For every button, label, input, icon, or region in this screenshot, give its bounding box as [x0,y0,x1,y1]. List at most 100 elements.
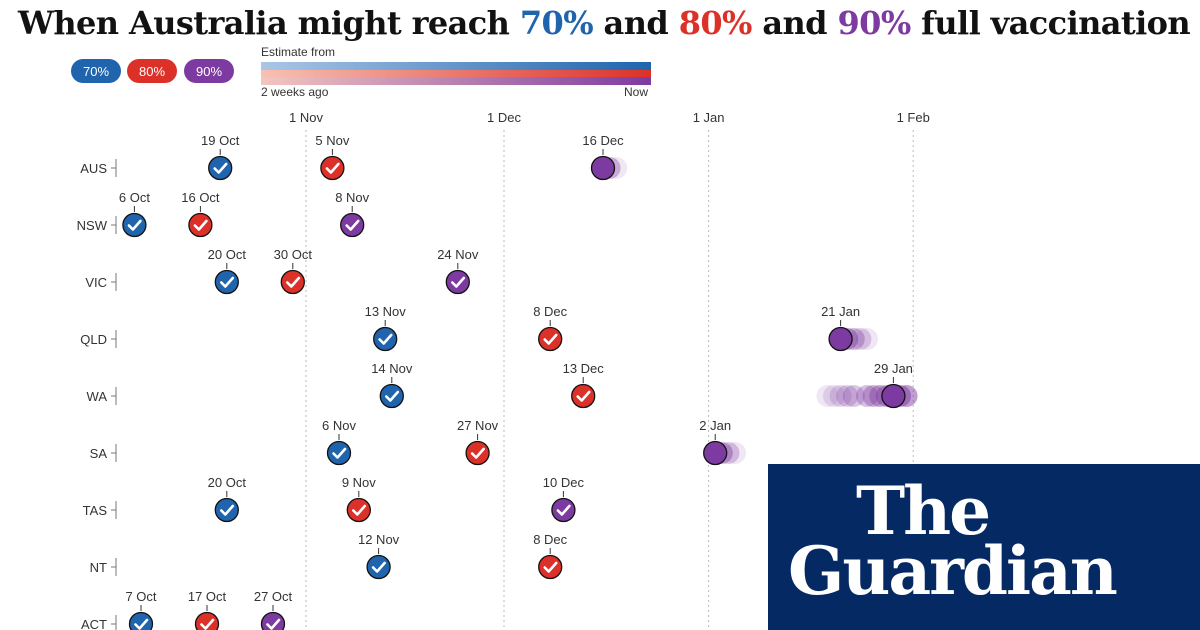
row-label: ACT [81,617,107,630]
point-date-label: 13 Dec [563,361,605,376]
point-marker-90 [828,326,853,352]
check-icon [345,219,360,231]
title-70-highlight: 70% [519,4,594,42]
logo-line-1: The [856,472,991,550]
row-label: WA [87,389,108,404]
point-date-label: 2 Jan [699,418,731,433]
point-date-label: 6 Oct [119,190,150,205]
point-date-label: 8 Dec [533,532,567,547]
estimate-right-label: Now [624,85,649,99]
check-icon [325,162,340,174]
check-icon [286,276,301,288]
point-date-label: 7 Oct [125,589,156,604]
point-date-label: 24 Nov [437,247,479,262]
check-icon [371,561,386,573]
check-icon [543,561,558,573]
check-icon [266,618,281,630]
legend-80-pill: 80% [127,59,177,83]
title-text: and [593,4,679,42]
point-marker-90 [590,155,616,181]
x-tick-label: 1 Nov [289,110,323,125]
point-marker-70 [214,497,239,523]
point-date-label: 20 Oct [208,247,247,262]
check-icon [220,504,235,516]
x-tick-label: 1 Dec [487,110,521,125]
point-date-label: 16 Dec [582,133,624,148]
check-icon [220,276,235,288]
point-date-label: 5 Nov [315,133,349,148]
point-date-label: 17 Oct [188,589,227,604]
point-marker-70 [373,326,398,352]
point-date-label: 9 Nov [342,475,376,490]
point-marker-70 [326,440,352,466]
point-marker-70 [214,269,239,295]
check-icon [576,390,591,402]
x-tick-label: 1 Jan [693,110,725,125]
legend-70-pill: 70% [71,59,121,83]
point-marker-70 [379,383,404,409]
point-marker-90 [551,497,576,523]
point-marker-90 [445,269,470,295]
chart-title: When Australia might reach 70% and 80% a… [18,4,1191,42]
estimate-history-point [849,328,872,350]
check-icon [451,276,466,288]
estimate-history-point [829,385,852,407]
check-icon [556,504,571,516]
check-icon [332,447,347,459]
point-date-label: 19 Oct [201,133,240,148]
point-date-label: 10 Dec [543,475,585,490]
title-text: full vaccination [910,4,1191,42]
gradient-90 [261,77,651,85]
estimate-history-point [816,385,839,407]
point-date-label: 14 Nov [371,361,413,376]
check-icon [470,447,485,459]
point-marker-90 [881,383,906,409]
row-label: NSW [77,218,108,233]
point-date-label: 16 Oct [181,190,220,205]
point-date-label: 12 Nov [358,532,400,547]
point-marker-90 [703,440,728,466]
estimate-history-point [823,385,845,407]
estimate-history-point [856,328,878,350]
point-marker-70 [208,155,233,181]
check-icon [134,618,149,630]
point-marker-90 [340,212,365,238]
estimate-history-point [862,385,885,407]
point-marker-80 [538,554,563,580]
point-date-label: 27 Nov [457,418,499,433]
row-label: QLD [80,332,107,347]
check-icon [200,618,215,630]
title-80-highlight: 80% [678,4,753,42]
estimate-gradient-key [261,62,651,85]
legend-90-pill: 90% [184,59,234,83]
gradient-80 [261,69,651,78]
row-label: VIC [85,275,107,290]
check-icon [193,219,208,231]
point-date-label: 6 Nov [322,418,356,433]
point-date-label: 27 Oct [254,589,293,604]
point-date-label: 21 Jan [821,304,860,319]
point-marker-80 [571,383,596,409]
title-90-highlight: 90% [837,4,912,42]
estimate-heading: Estimate from [261,45,336,59]
point-date-label: 30 Oct [274,247,313,262]
point-date-label: 8 Dec [533,304,567,319]
row-label: SA [90,446,108,461]
title-text: When Australia might reach [18,4,520,42]
point-marker-80 [320,155,345,181]
check-icon [378,333,393,345]
logo-line-2: Guardian [788,532,1118,610]
point-date-label: 8 Nov [335,190,369,205]
point-date-label: 29 Jan [874,361,913,376]
estimate-history-point [842,385,865,407]
point-date-label: 13 Nov [365,304,407,319]
row-label: TAS [83,503,108,518]
point-marker-80 [465,440,490,466]
point-marker-80 [188,212,213,238]
check-icon [543,333,558,345]
title-text: and [751,4,838,42]
row-label: AUS [80,161,107,176]
estimate-left-label: 2 weeks ago [261,85,329,99]
check-icon [127,219,142,231]
